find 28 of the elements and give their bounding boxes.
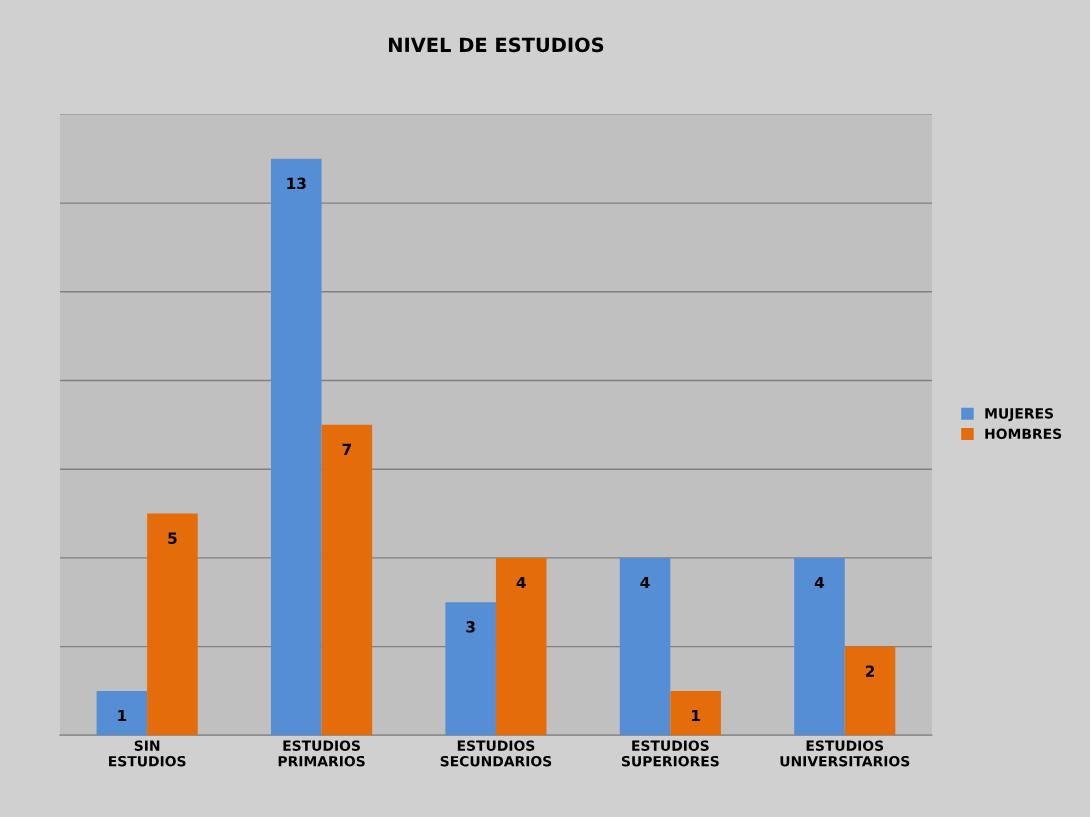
x-tick-label: ESTUDIOS SUPERIORES — [621, 740, 719, 767]
bar — [794, 557, 845, 736]
data-label: 3 — [466, 621, 475, 633]
chart-title: NIVEL DE ESTUDIOS — [389, 37, 604, 53]
data-label: 5 — [168, 532, 177, 544]
bar — [844, 646, 896, 736]
x-tick-label: ESTUDIOS UNIVERSITARIOS — [780, 740, 910, 767]
bar — [96, 690, 148, 736]
data-label: 7 — [342, 443, 351, 455]
x-tick-label: ESTUDIOS PRIMARIOS — [278, 740, 365, 767]
bar — [321, 424, 373, 736]
data-label: 4 — [640, 576, 650, 589]
data-label: 1 — [692, 709, 700, 722]
data-label: 2 — [865, 665, 875, 677]
bar — [270, 158, 322, 736]
data-label: 4 — [516, 576, 526, 589]
bar — [619, 557, 671, 736]
x-tick-label: ESTUDIOS SECUNDARIOS — [440, 740, 552, 767]
bar — [495, 557, 547, 736]
data-label: 4 — [814, 576, 825, 589]
data-label: 1 — [118, 709, 127, 722]
bar — [670, 690, 721, 736]
bar — [147, 513, 198, 736]
legend-label: HOMBRES — [985, 428, 1062, 440]
legend-label: MUJERES — [985, 408, 1054, 422]
data-label: 13 — [287, 177, 306, 190]
x-tick-label: SIN ESTUDIOS — [109, 740, 186, 767]
bar — [445, 602, 496, 736]
